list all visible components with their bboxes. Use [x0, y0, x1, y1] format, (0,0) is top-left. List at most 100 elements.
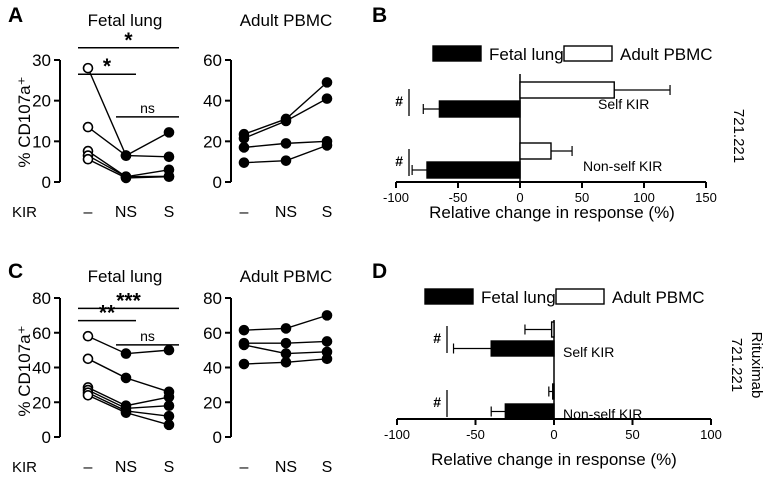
panel-a2-y-tick-label: 60: [203, 51, 222, 70]
panel-d-significance-marker: #: [433, 394, 441, 410]
panel-d-legend-swatch: [424, 288, 474, 305]
panel-c-y-tick-label: 80: [32, 289, 51, 308]
panel-a-ylabel: % CD107a⁺: [15, 76, 34, 167]
panel-a-data-point: [163, 151, 175, 163]
panel-b-category-label: Non-self KIR: [583, 158, 662, 174]
panel-c2-data-point: [321, 310, 333, 321]
panel-c2-data-point: [321, 353, 333, 365]
panel-c-data-point: [163, 391, 175, 403]
panel-a-row-label: KIR: [12, 204, 37, 221]
panel-c2-data-point: [280, 356, 292, 368]
panel-c2-y-tick-label: 40: [203, 359, 222, 378]
panel-a-y-tick-label: 20: [32, 92, 51, 111]
panel-c-fetal-lung-plot: Fetal lung % CD107a⁺ KIR 0 20 40 60 80 – NS S **…: [12, 267, 179, 476]
panel-c2-data-point: [280, 337, 292, 349]
panel-a2-category-label: NS: [275, 204, 297, 221]
panel-a-category-label: NS: [115, 204, 137, 221]
panel-a2-data-point: [238, 142, 250, 153]
panel-c-y-tick-label: 20: [32, 393, 51, 412]
panel-c-y-tick-label: 40: [32, 359, 51, 378]
panel-d-x-tick-label: 0: [550, 427, 557, 442]
panel-a2-y-tick-label: 40: [203, 92, 222, 111]
panel-c2-data-point: [238, 339, 250, 351]
panel-d-legend-swatch: [555, 288, 605, 305]
panel-c-significance-label: ***: [116, 289, 141, 312]
panel-c-adult-pbmc-plot: Adult PBMC 0 20 40 60 80 – NS S: [203, 267, 332, 476]
panel-b-bar-adult-pbmc: [519, 142, 552, 160]
panel-c-data-point: [82, 353, 94, 365]
panel-b-significance-marker: #: [395, 153, 403, 169]
panel-c2-data-point: [280, 323, 292, 334]
panel-d-xlabel: Relative change in response (%): [431, 450, 677, 469]
panel-b-legend-swatch: [563, 45, 613, 62]
panel-a-significance-label: *: [124, 29, 133, 52]
panel-c2-y-tick-label: 20: [203, 393, 222, 412]
panel-a-data-point: [82, 121, 94, 133]
panel-d-category-label: Self KIR: [563, 344, 614, 360]
panel-b-x-tick-label: -100: [383, 190, 409, 205]
panel-a-data-point: [163, 127, 175, 138]
panel-a-series-line-1: [87, 67, 170, 157]
panel-c2-category-label: –: [240, 459, 249, 476]
panel-a2-data-point: [321, 93, 333, 104]
panel-d-category-label: Non-self KIR: [563, 406, 642, 422]
panel-c2-data-point: [238, 358, 250, 370]
panel-c2-category-label: NS: [275, 459, 297, 476]
panel-d-legend-label: Adult PBMC: [612, 288, 705, 307]
panel-d-x-tick-label: -50: [466, 427, 485, 442]
panel-c-data-point: [82, 330, 94, 342]
panel-b-legend-swatch: [432, 45, 482, 62]
panel-a2-y-tick-label: 20: [203, 132, 222, 151]
panel-a-data-point: [82, 153, 94, 165]
panel-a-y-tick-label: 30: [32, 51, 51, 70]
panel-b-x-tick-label: 50: [575, 190, 589, 205]
panel-c-data-point: [120, 348, 132, 359]
panel-c-data-point: [120, 372, 132, 384]
panel-b-x-tick-label: -50: [449, 190, 468, 205]
panel-d-bar-fetal-lung: [504, 403, 555, 420]
panel-a2-data-point: [238, 157, 250, 168]
panel-a-y-tick-label: 0: [42, 173, 51, 192]
panel-a2-data-point: [280, 155, 292, 166]
panel-c-data-point: [82, 389, 94, 401]
panel-a2-y-tick-label: 0: [213, 173, 222, 192]
panel-letter-a: A: [8, 4, 23, 27]
panel-d-x-tick-label: 50: [625, 427, 639, 442]
panel-a2-data-point: [321, 140, 333, 151]
panel-a-category-label: –: [84, 204, 93, 221]
panel-b-category-label: Self KIR: [598, 96, 649, 112]
panel-d-bar-adult-pbmc: [550, 321, 555, 338]
panel-c-ylabel: % CD107a⁺: [15, 325, 34, 416]
panel-d-significance-marker: #: [433, 330, 441, 346]
panel-c-category-label: –: [84, 459, 93, 476]
panel-a-title: Fetal lung: [88, 11, 163, 30]
panel-b-x-tick-label: 100: [633, 190, 655, 205]
panel-b-xlabel: Relative change in response (%): [429, 203, 675, 222]
panel-c2-data-point: [321, 336, 333, 347]
panel-c2-y-tick-label: 80: [203, 289, 222, 308]
panel-letter-b: B: [372, 4, 387, 27]
panel-c-title: Fetal lung: [88, 267, 163, 286]
panel-d-bar-adult-pbmc: [552, 383, 555, 400]
panel-c-y-tick-label: 60: [32, 324, 51, 343]
panel-c-data-point: [163, 410, 175, 422]
panel-a-data-point: [163, 171, 175, 183]
panel-c-data-point: [163, 344, 175, 356]
panel-c-data-point: [163, 400, 175, 412]
panel-d-side-label: 721.221: [728, 338, 745, 392]
panel-a-adult-pbmc-plot: Adult PBMC 0 20 40 60 – NS S: [203, 11, 332, 221]
panel-a-data-point: [120, 172, 132, 184]
panel-b-legend-label: Fetal lung: [489, 45, 564, 64]
panel-c-category-label: S: [164, 459, 175, 476]
panel-a-data-point: [120, 150, 132, 161]
panel-c2-data-point: [280, 348, 292, 359]
panel-a-significance-label: *: [103, 55, 112, 78]
panel-a-fetal-lung-plot: Fetal lung % CD107a⁺ KIR 0 10 20 30 – NS S * * ns: [12, 11, 179, 221]
panel-a2-category-label: –: [240, 204, 249, 221]
panel-a2-category-label: S: [322, 204, 333, 221]
panel-b-x-tick-label: 150: [695, 190, 717, 205]
panel-c-data-point: [120, 407, 132, 418]
panel-a2-data-point: [321, 77, 333, 88]
panel-a2-data-point: [280, 115, 292, 127]
